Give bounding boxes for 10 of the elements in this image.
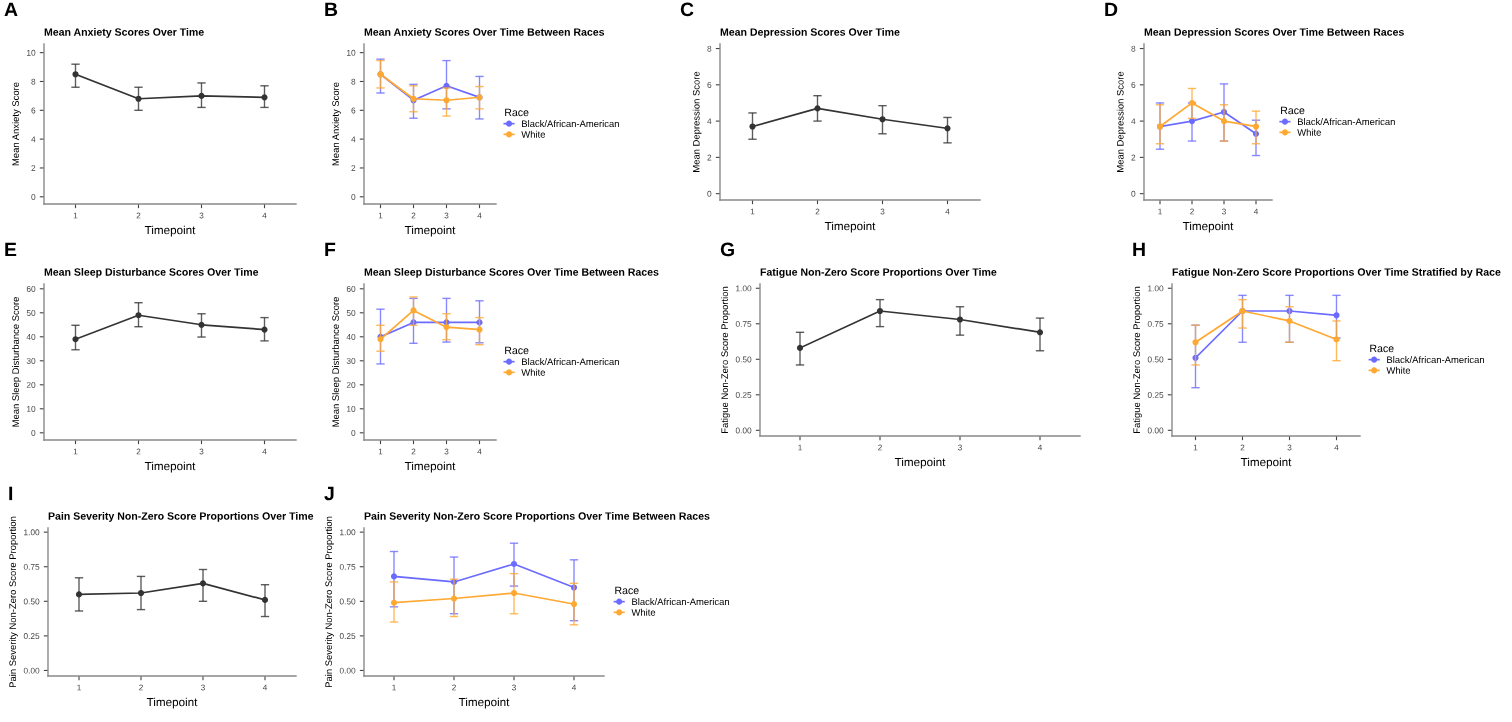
text: H (1133, 242, 1145, 257)
text: A (4, 2, 18, 17)
text: B (325, 2, 338, 17)
text: G (720, 242, 734, 257)
text: C (680, 2, 694, 17)
text: J (324, 486, 334, 501)
text: I (9, 486, 13, 501)
text: E (5, 242, 17, 257)
text: D (1105, 2, 1118, 17)
text: F (325, 242, 336, 257)
